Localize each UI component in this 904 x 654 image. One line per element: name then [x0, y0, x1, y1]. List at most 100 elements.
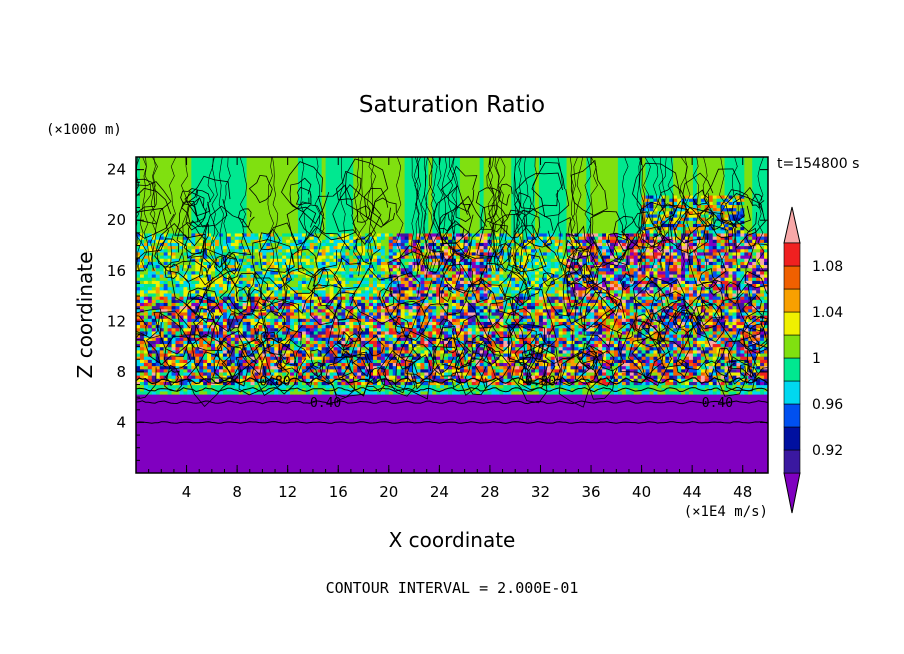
field-cell — [175, 378, 181, 382]
field-cell — [159, 384, 165, 389]
field-cell — [215, 308, 220, 313]
field-cell — [554, 330, 560, 335]
field-cell — [448, 296, 453, 300]
field-cell — [574, 333, 579, 338]
field-cell — [349, 315, 354, 319]
field-cell — [740, 321, 745, 326]
field-cell — [562, 324, 568, 329]
field-cell — [183, 330, 188, 335]
field-cell — [290, 333, 295, 338]
field-cell — [479, 330, 485, 335]
field-cell — [558, 302, 564, 307]
field-cell — [617, 302, 623, 307]
field-cell — [503, 356, 508, 360]
field-cell — [321, 349, 327, 354]
field-cell — [222, 311, 228, 316]
field-cell — [511, 359, 516, 363]
field-cell — [515, 381, 520, 386]
field-cell — [764, 381, 768, 386]
field-cell — [341, 311, 346, 316]
field-cell — [234, 327, 240, 332]
field-cell — [365, 327, 370, 332]
field-cell — [321, 315, 327, 319]
field-cell — [562, 356, 568, 360]
field-cell — [278, 333, 283, 338]
field-cell — [317, 340, 323, 345]
field-cell — [677, 362, 682, 367]
field-cell — [175, 308, 181, 313]
field-cell — [195, 390, 200, 395]
field-cell — [740, 362, 745, 367]
field-cell — [764, 324, 768, 329]
field-cell — [459, 362, 465, 367]
field-cell — [448, 381, 453, 386]
field-cell — [744, 340, 749, 345]
field-cell — [523, 340, 528, 345]
field-cell — [641, 333, 647, 338]
field-cell — [432, 296, 437, 300]
field-cell — [175, 356, 181, 360]
field-cell — [740, 302, 745, 307]
field-cell — [578, 321, 583, 326]
field-cell — [246, 378, 252, 382]
field-cell — [187, 315, 192, 319]
field-cell — [542, 356, 548, 360]
field-cell — [337, 381, 342, 386]
field-cell — [187, 327, 192, 332]
field-cell — [748, 356, 753, 360]
field-cell — [373, 390, 378, 395]
field-cell — [396, 387, 402, 392]
field-cell — [467, 343, 473, 348]
field-cell — [325, 346, 331, 351]
field-cell — [744, 337, 749, 341]
field-cell — [677, 340, 682, 345]
field-cell — [578, 318, 583, 322]
field-cell — [677, 371, 682, 376]
field-cell — [432, 315, 437, 319]
field-cell — [199, 343, 204, 348]
field-cell — [250, 318, 256, 322]
field-cell — [542, 365, 548, 370]
field-cell — [416, 371, 421, 376]
field-cell — [692, 308, 698, 313]
field-cell — [175, 327, 181, 332]
field-cell — [147, 292, 153, 297]
field-cell — [373, 365, 378, 370]
field-cell — [692, 318, 698, 322]
field-cell — [475, 340, 481, 345]
field-cell — [179, 305, 184, 310]
field-cell — [432, 346, 437, 351]
field-cell — [756, 384, 761, 389]
field-cell — [452, 318, 457, 322]
field-cell — [361, 305, 366, 310]
field-cell — [345, 330, 350, 335]
field-cell — [720, 318, 726, 322]
field-cell — [704, 346, 710, 351]
field-cell — [736, 371, 741, 376]
field-cell — [187, 365, 192, 370]
field-cell — [471, 368, 477, 373]
field-cell — [637, 346, 643, 351]
field-cell — [191, 365, 196, 370]
field-cell — [554, 371, 560, 376]
field-cell — [681, 365, 686, 370]
field-cell — [215, 315, 220, 319]
field-cell — [163, 296, 169, 300]
field-cell — [570, 390, 576, 395]
field-cell — [250, 330, 256, 335]
field-cell — [139, 337, 145, 341]
field-cell — [155, 352, 161, 357]
field-cell — [704, 299, 710, 303]
field-cell — [471, 371, 477, 376]
field-cell — [519, 349, 524, 354]
field-cell — [171, 390, 177, 395]
field-cell — [234, 362, 240, 367]
field-cell — [704, 321, 710, 326]
field-cell — [250, 390, 256, 395]
field-cell — [491, 378, 497, 382]
field-cell — [444, 327, 449, 332]
field-cell — [606, 340, 611, 345]
field-cell — [207, 359, 212, 363]
field-cell — [760, 337, 765, 341]
field-cell — [222, 330, 228, 335]
